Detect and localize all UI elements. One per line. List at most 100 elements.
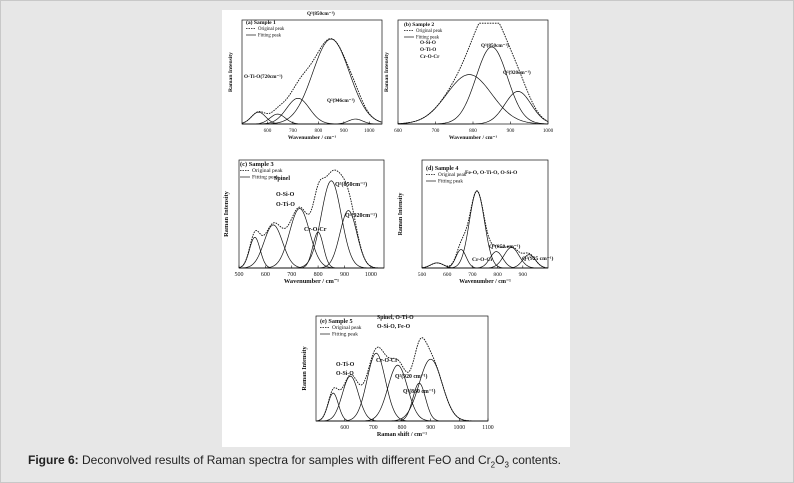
x-tick-label: 900: [426, 425, 435, 431]
legend-entry: Fitting peak: [416, 36, 440, 41]
fitting-peak-line: [398, 91, 549, 125]
peak-annotation: O-Ti-O: [336, 362, 355, 368]
panel-b-sample-2: 600 700 800 900 1000 Wavenumber / cm⁻¹ Raman I…: [384, 19, 554, 141]
peak-annotation: O-Ti-O: [420, 47, 436, 53]
x-tick-label: 800: [469, 128, 477, 134]
peak-annotation: Cr-O-Cr: [304, 227, 327, 233]
legend-entry: Original peak: [332, 325, 362, 331]
peak-annotation: O-Si-O: [336, 371, 354, 377]
fitting-peak-line: [397, 74, 549, 125]
fitting-peak-line: [242, 113, 382, 125]
x-axis-label: Raman shift / cm⁻¹: [377, 431, 427, 438]
peak-annotation: Q³(850cm⁻¹): [481, 42, 509, 49]
caption-end: contents.: [508, 453, 561, 467]
y-axis-label: Raman Intensity: [223, 190, 230, 236]
panel-label: (a) Sample 1: [246, 19, 276, 26]
x-axis-label: Wavenumber / cm⁻¹: [449, 135, 498, 141]
x-tick-label: 600: [261, 272, 270, 278]
legend-entry: Fitting peak: [332, 332, 358, 338]
x-tick-label: 900: [340, 128, 348, 134]
x-tick-label: 600: [264, 128, 272, 134]
y-axis-label: Raman Intensity: [301, 346, 308, 391]
peak-annotation: Q²(925 cm⁻¹): [522, 255, 553, 262]
x-tick-label: 900: [507, 128, 515, 134]
figure-caption: Figure 6: Deconvolved results of Raman s…: [28, 453, 768, 469]
figure-image: 600 700 800 900 1000 Wavenumber / cm⁻¹ Raman I…: [222, 10, 570, 447]
peak-annotation: Q³(860 cm⁻¹): [403, 388, 436, 395]
legend-entry: Original peak: [416, 29, 443, 34]
peak-annotation: Cr-O-Cr: [472, 257, 493, 263]
fitting-peak-line: [316, 382, 488, 422]
fitting-peak-line: [315, 392, 488, 422]
peak-annotation: Q²(920cm⁻¹): [345, 212, 377, 219]
peak-annotation: Cr-O-Cr: [420, 54, 440, 60]
fitting-peak-line: [422, 254, 549, 269]
legend-entry: Original peak: [438, 172, 467, 178]
x-tick-label: 700: [468, 272, 477, 278]
x-tick-label: 1100: [482, 425, 493, 431]
peak-annotation: Fe-O, O-Ti-O, O-Si-O: [465, 170, 518, 176]
peak-annotation: Spinel: [274, 176, 290, 182]
x-tick-label: 600: [443, 272, 452, 278]
panel-label: (e) Sample 5: [320, 318, 353, 325]
x-tick-label: 800: [398, 425, 407, 431]
original-peak-line: [397, 22, 549, 125]
x-tick-label: 800: [314, 272, 323, 278]
legend-entry: Fitting peak: [252, 175, 279, 181]
x-tick-label: 900: [340, 272, 349, 278]
x-tick-label: 1000: [543, 128, 554, 134]
x-tick-label: 900: [519, 272, 528, 278]
y-axis-label: Raman Intensity: [398, 193, 404, 236]
panel-label: (c) Sample 3: [240, 161, 274, 168]
legend-entry: Fitting peak: [258, 34, 282, 39]
caption-mid: O: [495, 453, 505, 467]
panel-a-sample-1: 600 700 800 900 1000 Wavenumber / cm⁻¹ Raman I…: [228, 10, 383, 141]
peak-annotation: Cr-O-Cr: [376, 358, 398, 364]
peak-annotation: O-Si-O: [420, 40, 436, 46]
legend-entry: Fitting peak: [438, 179, 463, 185]
x-tick-label: 600: [340, 425, 349, 431]
caption-sub-1: 2: [490, 460, 496, 470]
y-axis-label: Raman Intensity: [228, 52, 234, 92]
fitting-peak-line: [316, 358, 488, 422]
x-tick-label: 500: [418, 272, 427, 278]
peak-annotation: Q³(850cm⁻¹): [335, 181, 367, 188]
peak-annotation: Q³(850 cm⁻¹): [489, 243, 520, 250]
x-tick-label: 800: [314, 128, 322, 134]
panel-label: (b) Sample 2: [404, 21, 434, 28]
x-tick-label: 600: [394, 128, 402, 134]
y-axis-label: Raman Intensity: [384, 52, 390, 92]
x-tick-label: 800: [493, 272, 502, 278]
x-axis-label: Wavenumber / cm⁻¹: [284, 278, 339, 285]
panel-label: (d) Sample 4: [426, 165, 458, 172]
fitting-peak-line: [239, 180, 384, 269]
peak-annotation: O-Ti-O(720cm⁻¹): [244, 73, 283, 80]
caption-sub-2: 3: [504, 460, 509, 470]
fitting-peak-line: [242, 118, 383, 125]
x-axis-label: Wavenumber / cm⁻¹: [459, 279, 511, 285]
x-tick-label: 700: [287, 272, 296, 278]
original-peak-line: [238, 169, 384, 269]
peak-annotation: Q²(920cm⁻¹): [503, 69, 531, 76]
x-tick-label: 700: [289, 128, 297, 134]
x-axis-label: Wavenumber / cm⁻¹: [288, 135, 337, 141]
peak-annotation: O-Si-O: [276, 192, 295, 198]
original-peak-line: [421, 190, 549, 269]
caption-label: Figure 6:: [28, 453, 79, 467]
x-tick-label: 700: [432, 128, 440, 134]
legend-entry: Original peak: [258, 27, 285, 32]
peak-annotation: Q²(946cm⁻¹): [327, 97, 355, 104]
peak-annotation: O-Si-O, Fe-O: [377, 324, 411, 330]
x-tick-label: 1000: [454, 425, 466, 431]
original-peak-line: [241, 38, 383, 124]
caption-text: Deconvolved results of Raman spectra for…: [78, 453, 491, 467]
peak-annotation: Spinel, O-Ti-O: [377, 315, 414, 321]
x-tick-label: 500: [235, 272, 244, 278]
x-tick-label: 1000: [365, 272, 377, 278]
panel-d-sample-4: 500 600 700 800 900 Wavenumber / cm⁻¹ Raman In…: [398, 159, 553, 285]
x-tick-label: 700: [369, 425, 378, 431]
peak-annotation: O-Ti-O: [276, 202, 295, 208]
panel-e-sample-5: 600 700 800 900 1000 1100 Raman shift / cm⁻¹ Ra…: [301, 315, 494, 438]
peak-annotation: Q²(920 cm⁻¹): [395, 373, 428, 380]
peak-annotation: Q³(850cm⁻¹): [307, 10, 335, 17]
